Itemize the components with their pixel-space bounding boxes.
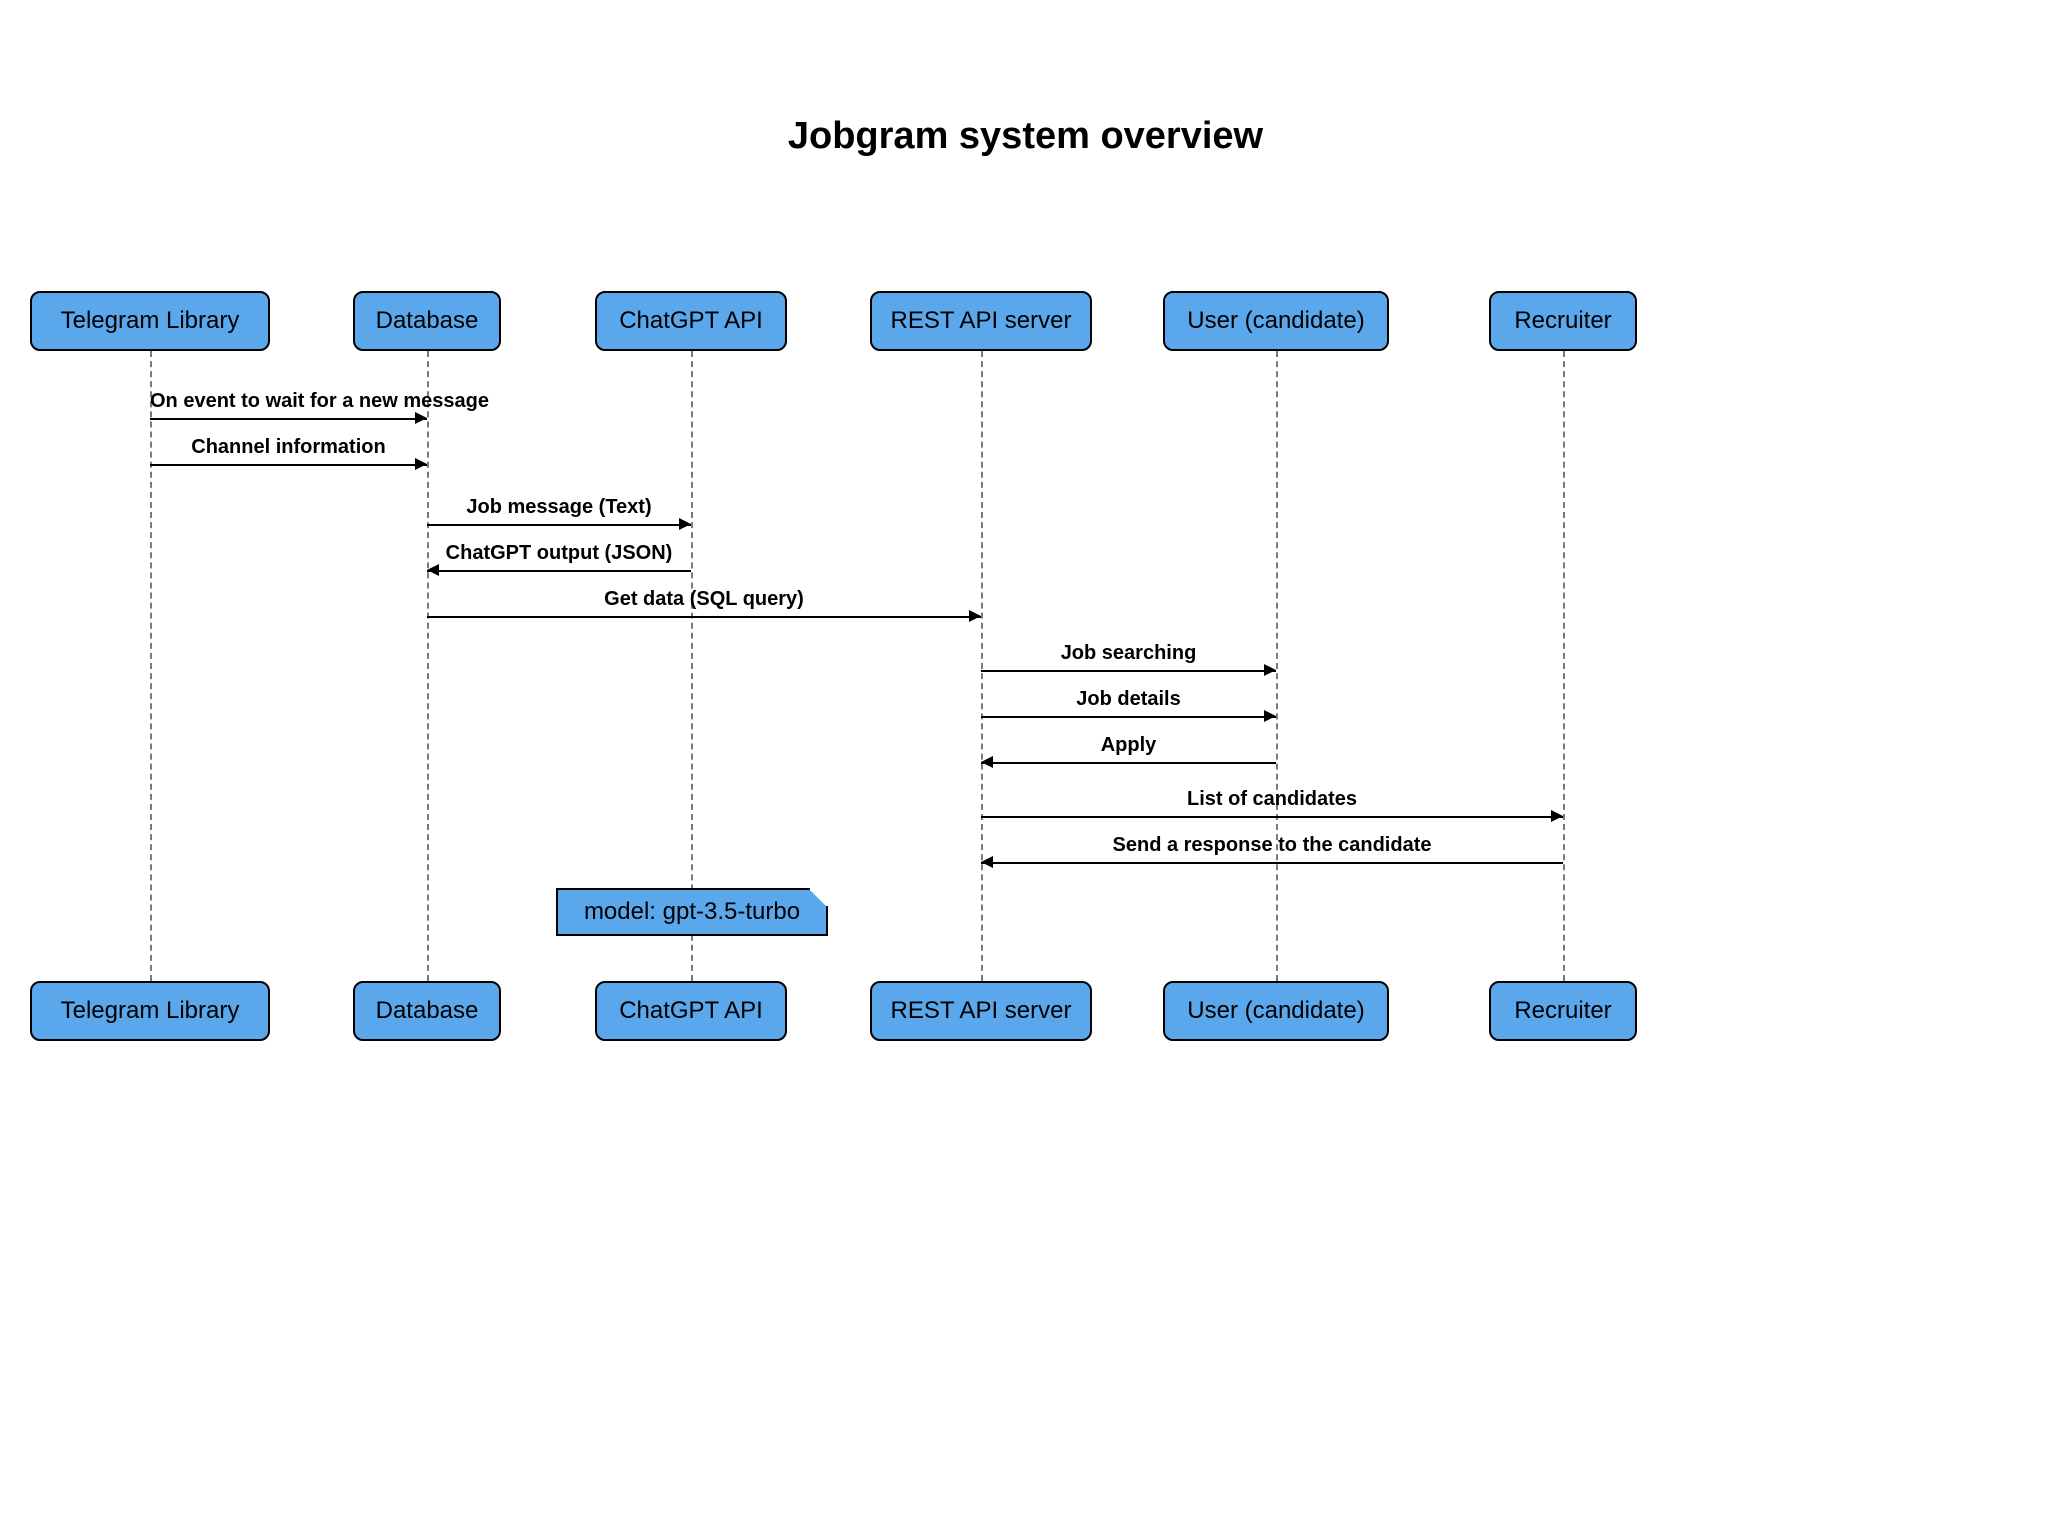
participant-label: ChatGPT API bbox=[619, 997, 763, 1025]
message-label: Get data (SQL query) bbox=[427, 588, 981, 611]
participant-telegram-top: Telegram Library bbox=[30, 291, 270, 351]
message-arrowhead bbox=[415, 458, 427, 470]
participant-label: Recruiter bbox=[1514, 997, 1611, 1025]
diagram-title: Jobgram system overview bbox=[0, 115, 2051, 158]
message-line bbox=[981, 716, 1276, 718]
message-line bbox=[981, 816, 1563, 818]
participant-database-top: Database bbox=[353, 291, 501, 351]
message-arrowhead bbox=[1264, 710, 1276, 722]
message-arrowhead bbox=[1264, 664, 1276, 676]
message-label: Send a response to the candidate bbox=[981, 834, 1563, 857]
participant-chatgpt-bottom: ChatGPT API bbox=[595, 981, 787, 1041]
participant-chatgpt-top: ChatGPT API bbox=[595, 291, 787, 351]
message-line bbox=[427, 616, 981, 618]
message-line bbox=[150, 418, 427, 420]
message-label: Apply bbox=[981, 734, 1276, 757]
participant-user-bottom: User (candidate) bbox=[1163, 981, 1389, 1041]
message-line bbox=[981, 762, 1276, 764]
message-arrowhead bbox=[679, 518, 691, 530]
note-fold-icon bbox=[808, 888, 828, 908]
message-arrowhead bbox=[1551, 810, 1563, 822]
participant-rest-top: REST API server bbox=[870, 291, 1092, 351]
message-line bbox=[981, 862, 1563, 864]
participant-telegram-bottom: Telegram Library bbox=[30, 981, 270, 1041]
lifeline-recruiter bbox=[1563, 351, 1565, 981]
message-arrowhead bbox=[969, 610, 981, 622]
participant-recruiter-top: Recruiter bbox=[1489, 291, 1637, 351]
note: model: gpt-3.5-turbo bbox=[556, 888, 828, 936]
participant-label: REST API server bbox=[891, 997, 1072, 1025]
participant-user-top: User (candidate) bbox=[1163, 291, 1389, 351]
participant-label: Database bbox=[376, 997, 479, 1025]
message-line bbox=[150, 464, 427, 466]
participant-label: ChatGPT API bbox=[619, 307, 763, 335]
lifeline-chatgpt bbox=[691, 351, 693, 981]
participant-label: Recruiter bbox=[1514, 307, 1611, 335]
message-arrowhead bbox=[427, 564, 439, 576]
message-arrowhead bbox=[415, 412, 427, 424]
participant-recruiter-bottom: Recruiter bbox=[1489, 981, 1637, 1041]
message-label: List of candidates bbox=[981, 788, 1563, 811]
message-arrowhead bbox=[981, 756, 993, 768]
participant-label: User (candidate) bbox=[1187, 997, 1364, 1025]
lifeline-rest bbox=[981, 351, 983, 981]
lifeline-database bbox=[427, 351, 429, 981]
message-label: Job message (Text) bbox=[427, 496, 691, 519]
participant-database-bottom: Database bbox=[353, 981, 501, 1041]
message-label: ChatGPT output (JSON) bbox=[427, 542, 691, 565]
participant-label: Telegram Library bbox=[61, 307, 240, 335]
participant-label: REST API server bbox=[891, 307, 1072, 335]
note-text: model: gpt-3.5-turbo bbox=[584, 898, 800, 926]
participant-label: User (candidate) bbox=[1187, 307, 1364, 335]
participant-rest-bottom: REST API server bbox=[870, 981, 1092, 1041]
message-label: Job details bbox=[981, 688, 1276, 711]
message-line bbox=[981, 670, 1276, 672]
message-label: Job searching bbox=[981, 642, 1276, 665]
message-arrowhead bbox=[981, 856, 993, 868]
message-line bbox=[427, 570, 691, 572]
lifeline-user bbox=[1276, 351, 1278, 981]
message-line bbox=[427, 524, 691, 526]
participant-label: Telegram Library bbox=[61, 997, 240, 1025]
participant-label: Database bbox=[376, 307, 479, 335]
message-label: On event to wait for a new message bbox=[150, 390, 427, 413]
message-label: Channel information bbox=[150, 436, 427, 459]
